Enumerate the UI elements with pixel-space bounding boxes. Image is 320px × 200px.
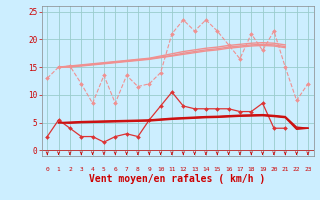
X-axis label: Vent moyen/en rafales ( km/h ): Vent moyen/en rafales ( km/h ) [90, 174, 266, 184]
